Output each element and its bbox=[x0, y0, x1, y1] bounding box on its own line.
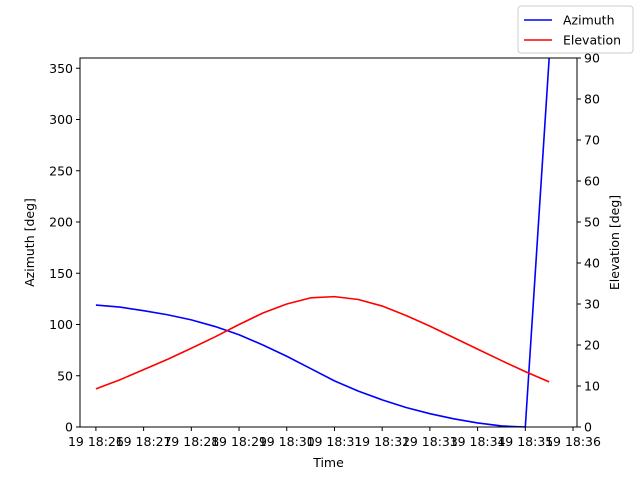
left-y-tick-label: 250 bbox=[49, 163, 73, 178]
x-tick-label: 19 18:32 bbox=[354, 434, 410, 449]
legend-label-elevation: Elevation bbox=[563, 33, 621, 48]
right-y-tick-label: 0 bbox=[584, 420, 592, 435]
right-y-tick-label: 30 bbox=[584, 297, 600, 312]
left-y-tick-label: 0 bbox=[65, 420, 73, 435]
x-tick-label: 19 18:28 bbox=[163, 434, 219, 449]
x-tick-label: 19 18:29 bbox=[211, 434, 267, 449]
right-y-tick-label: 40 bbox=[584, 256, 600, 271]
x-tick-label: 19 18:31 bbox=[307, 434, 363, 449]
right-y-tick-label: 80 bbox=[584, 92, 600, 107]
left-y-tick-label: 350 bbox=[49, 61, 73, 76]
left-y-axis-label: Azimuth [deg] bbox=[22, 198, 37, 287]
right-y-tick-label: 60 bbox=[584, 174, 600, 189]
left-y-tick-label: 100 bbox=[49, 317, 73, 332]
right-y-tick-label: 20 bbox=[584, 338, 600, 353]
x-tick-label: 19 18:30 bbox=[259, 434, 315, 449]
x-tick-label: 19 18:26 bbox=[68, 434, 124, 449]
right-y-tick-label: 70 bbox=[584, 133, 600, 148]
x-tick-label: 19 18:36 bbox=[545, 434, 601, 449]
legend-label-azimuth: Azimuth bbox=[563, 13, 615, 28]
left-y-tick-label: 150 bbox=[49, 266, 73, 281]
x-tick-label: 19 18:27 bbox=[116, 434, 172, 449]
legend: Azimuth Elevation bbox=[517, 5, 634, 54]
series-line-azimuth bbox=[95, 57, 550, 428]
right-y-tick-label: 10 bbox=[584, 379, 600, 394]
left-y-tick-label: 50 bbox=[57, 368, 73, 383]
series-line-elevation bbox=[95, 295, 550, 390]
series-layer bbox=[95, 57, 550, 428]
x-tick-label: 19 18:35 bbox=[497, 434, 553, 449]
x-tick-label: 19 18:33 bbox=[402, 434, 458, 449]
legend-box bbox=[517, 5, 634, 54]
right-y-tick-label: 90 bbox=[584, 51, 600, 66]
right-y-axis-label: Elevation [deg] bbox=[607, 195, 622, 290]
plot-frame bbox=[79, 57, 578, 428]
left-y-tick-label: 300 bbox=[49, 112, 73, 127]
x-axis-label: Time bbox=[312, 455, 344, 470]
left-y-tick-label: 200 bbox=[49, 215, 73, 230]
right-y-tick-label: 50 bbox=[584, 215, 600, 230]
x-tick-label: 19 18:34 bbox=[450, 434, 506, 449]
